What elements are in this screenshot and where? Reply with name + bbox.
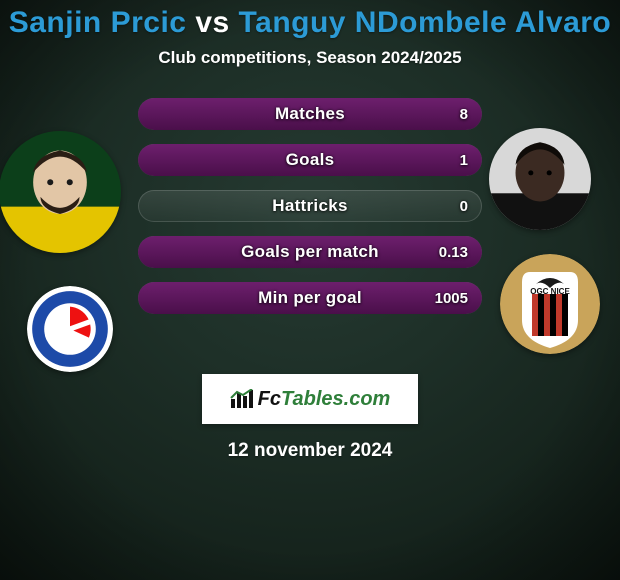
stat-label: Hattricks — [138, 190, 482, 222]
svg-text:RACING CLUB: RACING CLUB — [49, 299, 92, 305]
player-right-name: Tanguy NDombele Alvaro — [239, 6, 612, 39]
stat-value-right: 0.13 — [439, 236, 468, 268]
stats-area: RACING CLUBALSACE OGC NICE Matches8Goals… — [0, 98, 620, 358]
chart-icon — [230, 389, 254, 409]
stat-value-right: 8 — [460, 98, 468, 130]
stat-value-right: 1 — [460, 144, 468, 176]
player-left-club-badge: RACING CLUB ALSACE — [27, 286, 113, 372]
vs-separator: vs — [195, 6, 229, 39]
stat-value-right: 0 — [460, 190, 468, 222]
brand-logo: FcTables.com — [202, 374, 418, 424]
stat-label: Matches — [138, 98, 482, 130]
stat-row: Goals1 — [138, 144, 482, 176]
comparison-subtitle: Club competitions, Season 2024/2025 — [158, 48, 461, 68]
comparison-date: 12 november 2024 — [228, 440, 393, 462]
stat-value-right: 1005 — [435, 282, 468, 314]
stat-row: Hattricks0 — [138, 190, 482, 222]
comparison-title: Sanjin Prcic vs Tanguy NDombele Alvaro — [9, 6, 612, 40]
player-left-avatar — [0, 131, 121, 253]
stat-row: Min per goal1005 — [138, 282, 482, 314]
stat-label: Min per goal — [138, 282, 482, 314]
brand-text-right: Tables.com — [281, 388, 390, 410]
stat-row: Matches8 — [138, 98, 482, 130]
player-left-name: Sanjin Prcic — [9, 6, 187, 39]
player-right-avatar — [489, 128, 591, 230]
player-right-club-badge: OGC NICE — [500, 254, 600, 354]
svg-text:ALSACE: ALSACE — [58, 359, 83, 365]
stat-label: Goals — [138, 144, 482, 176]
stat-label: Goals per match — [138, 236, 482, 268]
stat-bars: Matches8Goals1Hattricks0Goals per match0… — [138, 98, 482, 314]
stat-row: Goals per match0.13 — [138, 236, 482, 268]
brand-text-left: Fc — [258, 388, 281, 410]
svg-text:OGC NICE: OGC NICE — [530, 287, 570, 296]
